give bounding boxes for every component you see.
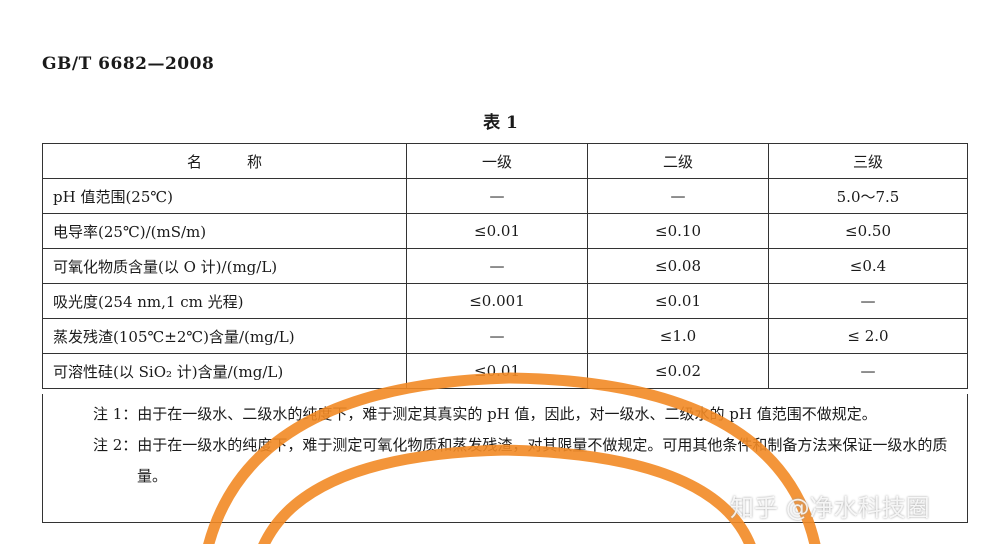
watermark: 知乎 @净水科技圈 xyxy=(730,494,930,522)
water-grade-table: 名 称 一级 二级 三级 pH 值范围(25℃) — —5.0～7.5 电导率(25… xyxy=(42,143,968,389)
row-label: 可溶性硅(以 SiO₂ 计)含量/(mg/L) xyxy=(42,353,407,389)
cell: — xyxy=(406,318,588,354)
cell: — xyxy=(406,248,588,284)
table-caption: 表 1 xyxy=(483,113,518,133)
table-row: pH 值范围(25℃) — —5.0～7.5 xyxy=(42,178,968,214)
inner-arc xyxy=(258,444,756,544)
row-label: pH 值范围(25℃) xyxy=(42,178,407,214)
cell: 5.0～7.5 xyxy=(768,178,968,214)
cell: ≤1.0 xyxy=(587,318,769,354)
cell: ≤0.4 xyxy=(768,248,968,284)
table-header-row: 名 称 一级 二级 三级 xyxy=(42,143,968,179)
row-label: 可氧化物质含量(以 O 计)/(mg/L) xyxy=(42,248,407,284)
column-header-grade3: 三级 xyxy=(768,143,968,179)
standard-number: GB/T 6682—2008 xyxy=(42,54,215,74)
cell: — xyxy=(406,178,588,214)
table-row: 吸光度(254 nm,1 cm 光程) ≤0.001 ≤0.01— xyxy=(42,283,968,319)
cell: ≤0.001 xyxy=(406,283,588,319)
row-label: 吸光度(254 nm,1 cm 光程) xyxy=(42,283,407,319)
cell: — xyxy=(768,353,968,389)
outer-arc xyxy=(203,372,821,544)
cell: — xyxy=(587,178,769,214)
row-label: 蒸发残渣(105℃±2℃)含量/(mg/L) xyxy=(42,318,407,354)
cell: ≤0.01 xyxy=(406,213,588,249)
table-row: 可氧化物质含量(以 O 计)/(mg/L) — ≤0.08 ≤0.4 xyxy=(42,248,968,284)
cell: — xyxy=(768,283,968,319)
